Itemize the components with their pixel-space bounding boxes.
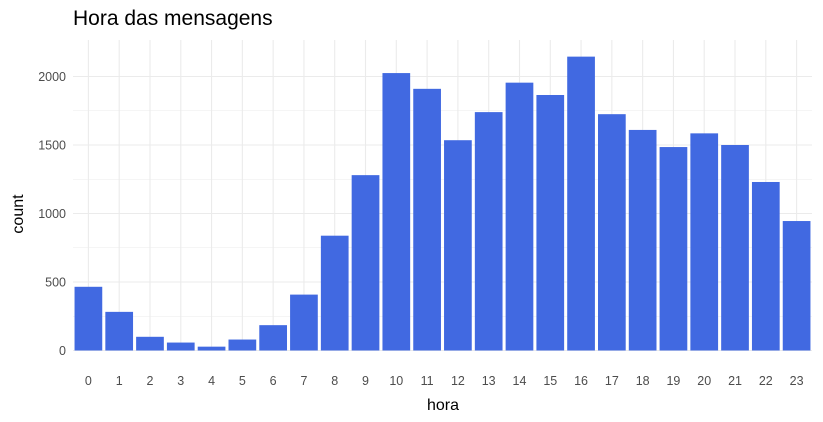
- x-tick-label: 6: [270, 374, 277, 388]
- bar-hora-16: [567, 56, 595, 351]
- bar-hora-17: [597, 114, 626, 351]
- bars: [74, 56, 811, 351]
- x-tick-label: 11: [421, 374, 434, 388]
- x-axis-title: hora: [427, 397, 459, 414]
- bar-hora-9: [351, 175, 380, 351]
- bar-hora-15: [536, 94, 565, 351]
- x-tick-label: 17: [605, 374, 619, 388]
- x-tick-label: 0: [85, 374, 92, 388]
- bar-hora-13: [474, 112, 503, 351]
- bar-hora-12: [444, 140, 472, 351]
- bar-hora-2: [136, 336, 164, 351]
- x-tick-label: 18: [636, 374, 650, 388]
- y-tick-label: 500: [45, 276, 66, 290]
- bar-hora-23: [782, 221, 811, 351]
- x-tick-label: 23: [790, 374, 804, 388]
- y-tick-label: 1000: [38, 207, 66, 221]
- x-tick-label: 9: [362, 374, 369, 388]
- x-tick-label: 10: [389, 374, 403, 388]
- bar-hora-7: [290, 294, 318, 351]
- x-tick-label: 22: [759, 374, 773, 388]
- x-tick-label: 16: [574, 374, 588, 388]
- bar-hora-8: [320, 235, 349, 351]
- bar-hora-19: [659, 147, 688, 351]
- x-tick-label: 5: [239, 374, 246, 388]
- y-tick-label: 0: [59, 344, 66, 358]
- bar-hora-5: [228, 339, 257, 351]
- bar-hora-3: [166, 342, 195, 351]
- bar-hora-0: [74, 286, 103, 351]
- bar-hora-1: [105, 311, 134, 351]
- bar-hora-14: [505, 82, 534, 351]
- x-tick-label: 14: [513, 374, 527, 388]
- y-axis-title: count: [10, 194, 27, 234]
- x-tick-label: 8: [331, 374, 338, 388]
- x-tick-label: 20: [697, 374, 711, 388]
- x-tick-label: 13: [482, 374, 496, 388]
- x-tick-label: 19: [666, 374, 680, 388]
- bar-hora-20: [690, 133, 719, 351]
- x-tick-label: 15: [543, 374, 557, 388]
- x-tick-label: 21: [728, 374, 742, 388]
- x-tick-label: 2: [147, 374, 154, 388]
- bar-hora-11: [413, 88, 441, 351]
- x-tick-label: 4: [208, 374, 215, 388]
- bar-hora-10: [382, 73, 411, 351]
- bar-hora-21: [721, 145, 749, 351]
- chart-title: Hora das mensagens: [73, 7, 273, 30]
- x-tick-label: 7: [300, 374, 307, 388]
- x-tick-label: 3: [177, 374, 184, 388]
- bar-hora-6: [259, 325, 288, 351]
- y-tick-label: 2000: [38, 70, 66, 84]
- bar-hora-18: [628, 129, 657, 351]
- bar-hora-22: [751, 181, 780, 351]
- x-tick-label: 12: [451, 374, 465, 388]
- y-tick-label: 1500: [38, 139, 66, 153]
- y-tick-labels: 0 500 1000 1500 2000: [38, 70, 66, 358]
- x-tick-labels: 0 1 2 3 4 5 6 7 8 9 10 11 12 13 14 15 16 17 18 19 20 21 22 23: [85, 374, 804, 388]
- bar-hora-4: [197, 346, 226, 351]
- x-tick-label: 1: [116, 374, 123, 388]
